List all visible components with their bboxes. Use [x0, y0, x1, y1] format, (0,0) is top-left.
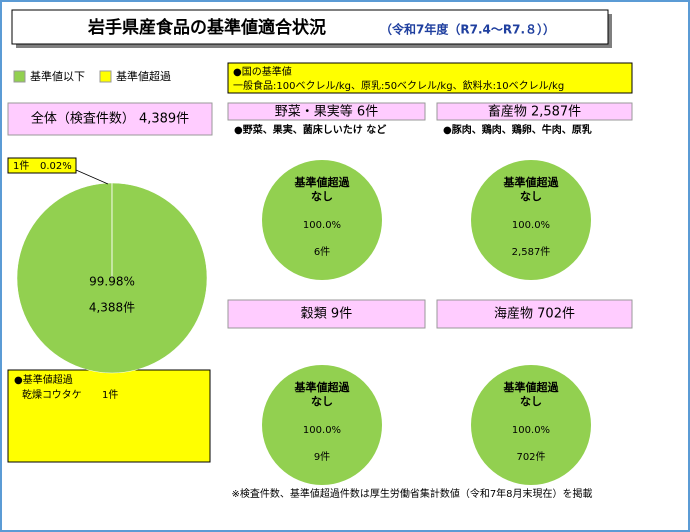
pie-slice: [262, 160, 382, 280]
count-label: 4,388件: [89, 301, 135, 315]
pie-slice: [471, 160, 591, 280]
annotation: 基準値超過: [294, 380, 351, 394]
section-title: 穀類 9件: [301, 307, 352, 322]
value-label: 100.0%: [512, 425, 550, 436]
legend-swatch: [99, 70, 112, 83]
callout-box: [7, 157, 77, 174]
value-label: 99.98%: [89, 275, 135, 289]
count-label: 6件: [314, 246, 330, 258]
standards-text: 一般食品:100ベクレル/kg、原乳:50ベクレル/kg、飲料水:10ベクレル/…: [233, 79, 564, 92]
callout-value: 0.02%: [40, 161, 72, 172]
exceedance-box: [7, 369, 211, 463]
title: 岩手県産食品の基準値適合状況: [87, 17, 326, 38]
annotation: なし: [520, 190, 542, 203]
section-title: 全体（検査件数） 4,389件: [31, 111, 189, 127]
standards-box: [227, 62, 633, 94]
exceedance-item: 乾燥コウタケ: [22, 388, 82, 401]
section-header: [436, 102, 633, 121]
section-header: [436, 299, 633, 329]
standards-heading: ●国の基準値: [233, 65, 292, 78]
count-label: 702件: [516, 451, 545, 463]
section-header: [227, 102, 426, 121]
count-label: 2,587件: [512, 246, 551, 258]
callout-count: 1件: [13, 160, 29, 172]
exceedance-heading: ●基準値超過: [14, 373, 73, 386]
section-subtitle: ●野菜、果実、菌床しいたけ など: [234, 123, 386, 136]
section-header: [227, 299, 426, 329]
legend-label: 基準値超過: [116, 69, 171, 83]
legend-swatch: [13, 70, 26, 83]
section-title: 海産物 702件: [494, 306, 575, 322]
period: （令和7年度（R7.4～R7.８））: [380, 22, 555, 37]
annotation: 基準値超過: [294, 175, 351, 189]
annotation: なし: [311, 395, 333, 408]
section-subtitle: ●豚肉、鶏肉、鶏卵、牛肉、原乳: [443, 123, 592, 136]
section-header: [7, 102, 213, 136]
note: ※検査件数、基準値超過件数は厚生労働省集計数値（令和7年8月末現在）を掲載: [231, 487, 592, 500]
annotation: 基準値超過: [503, 380, 560, 394]
section-title: 野菜・果実等 6件: [275, 104, 378, 120]
annotation: なし: [520, 395, 542, 408]
value-label: 100.0%: [512, 220, 550, 231]
value-label: 100.0%: [303, 220, 341, 231]
leader-line: [75, 169, 109, 185]
annotation: なし: [311, 190, 333, 203]
count-label: 9件: [314, 451, 330, 463]
pie-slice: [471, 365, 591, 485]
value-label: 100.0%: [303, 425, 341, 436]
annotation: 基準値超過: [503, 175, 560, 189]
section-title: 畜産物 2,587件: [488, 104, 581, 120]
exceedance-count: 1件: [102, 389, 118, 401]
pie-slice: [262, 365, 382, 485]
title-box: [11, 9, 609, 45]
legend-label: 基準値以下: [30, 69, 85, 83]
